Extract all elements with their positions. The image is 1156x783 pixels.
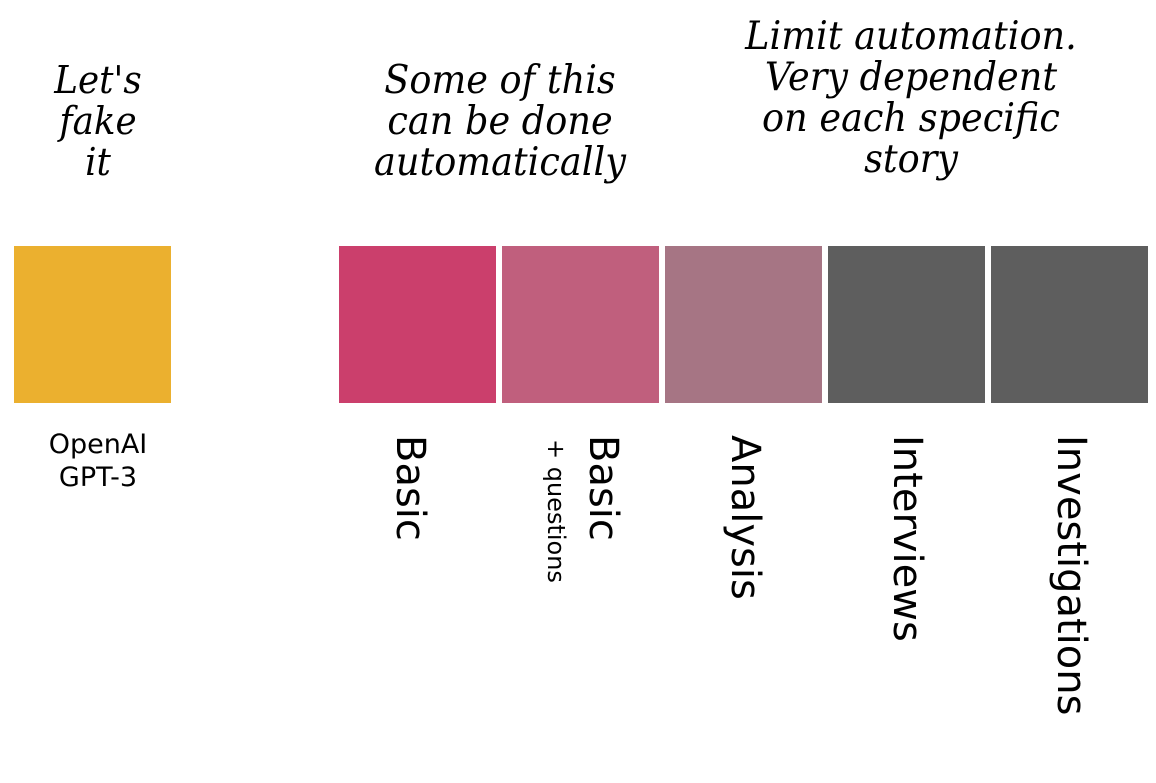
label-openai-gpt3: OpenAI GPT-3: [20, 428, 176, 494]
label-basic-questions: Basic: [580, 435, 626, 541]
annotation-line: can be done: [387, 99, 613, 144]
block-openai: [14, 246, 171, 403]
annotation-some-automatic: Some of this can be done automatically: [354, 60, 645, 183]
label-openai: OpenAI: [48, 429, 148, 460]
label-interviews: Interviews: [884, 435, 930, 642]
annotation-line: story: [864, 137, 958, 182]
label-basic: Basic: [387, 435, 433, 541]
block-interviews: [828, 246, 985, 403]
block-basic: [339, 246, 496, 403]
annotation-line: fake: [59, 99, 137, 143]
annotation-line: Some of this: [384, 58, 616, 103]
block-analysis: [665, 246, 822, 403]
annotation-limit-automation: Limit automation. Very dependent on each…: [730, 16, 1093, 180]
label-investigations: Investigations: [1048, 435, 1094, 716]
block-basic-questions: [502, 246, 659, 403]
annotation-line: it: [85, 140, 111, 184]
label-analysis: Analysis: [722, 435, 768, 600]
label-gpt3: GPT-3: [58, 462, 138, 493]
annotation-lets-fake-it: Let's fake it: [25, 60, 172, 183]
label-questions-sub: + questions: [542, 439, 570, 583]
annotation-line: Let's: [54, 58, 142, 102]
block-investigations: [991, 246, 1148, 403]
annotation-line: automatically: [374, 140, 626, 185]
annotation-line: Limit automation.: [745, 14, 1077, 59]
annotation-line: Very dependent: [764, 55, 1058, 100]
annotation-line: on each specific: [762, 96, 1060, 141]
